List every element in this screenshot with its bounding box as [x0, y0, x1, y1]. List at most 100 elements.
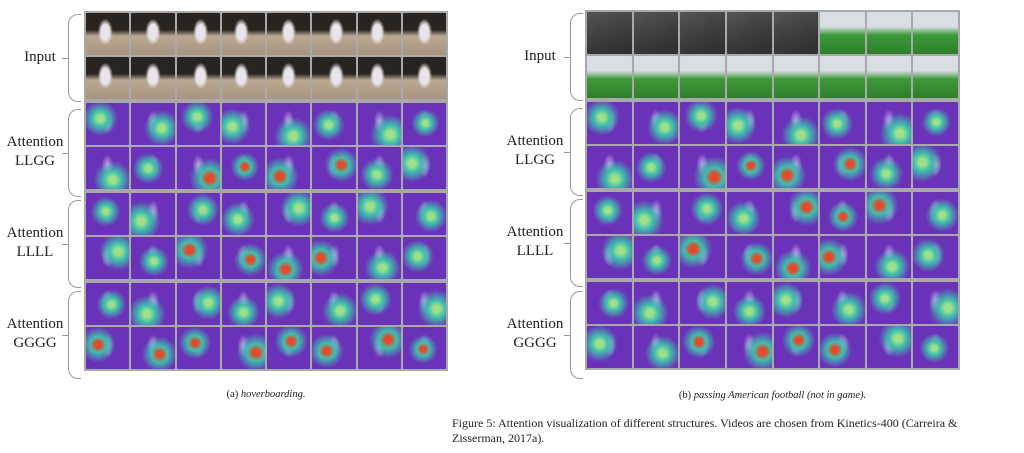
subcaption-title: passing American football (not in game).	[693, 390, 867, 401]
attention-map-frame	[726, 192, 772, 234]
attention-map-frame	[267, 103, 311, 145]
attention-map-frame	[86, 103, 130, 145]
attention-map-frame	[176, 237, 220, 279]
input-frame	[267, 57, 311, 99]
group-attention-llll	[86, 193, 446, 279]
subcaption-prefix: (b)	[678, 390, 692, 401]
input-frame	[131, 57, 175, 99]
input-frame	[131, 13, 175, 55]
attention-map-frame	[267, 237, 311, 279]
attention-map-frame	[820, 146, 865, 188]
group-brace	[564, 199, 583, 287]
input-frame	[357, 57, 401, 99]
group-brace	[62, 200, 81, 288]
attention-map-frame	[357, 327, 401, 369]
attention-map-frame	[820, 102, 865, 144]
attention-map-frame	[587, 192, 632, 234]
attention-map-frame	[402, 103, 446, 145]
group-attention-gggg	[587, 282, 958, 368]
attention-map-frame	[773, 326, 819, 368]
input-frame	[633, 12, 679, 54]
attention-map-frame	[680, 102, 725, 144]
attention-map-frame	[587, 102, 632, 144]
attention-map-frame	[267, 283, 311, 325]
attention-map-frame	[726, 102, 772, 144]
attention-map-frame	[312, 147, 356, 189]
group-brace	[62, 14, 81, 102]
row-label: Input	[24, 48, 56, 65]
attention-map-frame	[357, 103, 401, 145]
attention-map-frame	[176, 147, 220, 189]
input-frame	[312, 13, 356, 55]
attention-map-frame	[176, 193, 220, 235]
attention-map-frame	[913, 192, 958, 234]
attention-map-frame	[267, 147, 311, 189]
group-attention-llll	[587, 192, 958, 278]
attention-map-frame	[131, 147, 175, 189]
attention-map-frame	[267, 193, 311, 235]
attention-map-frame	[312, 103, 356, 145]
figure-caption: Figure 5: Attention visualization of dif…	[452, 416, 958, 445]
attention-map-frame	[402, 193, 446, 235]
attention-map-frame	[913, 236, 958, 278]
input-frame	[866, 12, 912, 54]
attention-map-frame	[86, 237, 130, 279]
input-frame	[357, 13, 401, 55]
attention-map-frame	[587, 282, 632, 324]
attention-map-frame	[131, 283, 175, 325]
attention-map-frame	[773, 282, 819, 324]
attention-map-frame	[913, 102, 958, 144]
group-brace	[564, 13, 583, 101]
row-label: Attention LLLL	[506, 224, 564, 259]
group-attention-llgg	[587, 102, 958, 188]
attention-map-frame	[633, 192, 679, 234]
attention-map-frame	[131, 103, 175, 145]
input-frame	[221, 13, 265, 55]
attention-map-frame	[866, 326, 912, 368]
input-frame	[726, 12, 772, 54]
input-frame	[221, 57, 265, 99]
input-frame	[820, 12, 865, 54]
input-frame	[312, 57, 356, 99]
input-frame	[866, 56, 912, 98]
attention-map-frame	[86, 193, 130, 235]
group-brace	[62, 109, 81, 197]
input-frame	[86, 13, 130, 55]
group-input	[86, 13, 446, 99]
input-frame	[176, 57, 220, 99]
subcaption-title: hoverboarding.	[240, 389, 306, 400]
attention-map-frame	[866, 146, 912, 188]
attention-map-frame	[773, 102, 819, 144]
attention-map-frame	[176, 327, 220, 369]
attention-map-frame	[680, 146, 725, 188]
attention-map-frame	[866, 236, 912, 278]
attention-map-frame	[176, 283, 220, 325]
attention-map-frame	[913, 146, 958, 188]
input-frame	[402, 57, 446, 99]
row-label: Input	[524, 47, 556, 64]
group-attention-llgg	[86, 103, 446, 189]
attention-map-frame	[86, 283, 130, 325]
attention-map-frame	[633, 146, 679, 188]
attention-map-frame	[866, 102, 912, 144]
group-brace	[564, 291, 583, 379]
input-frame	[587, 56, 632, 98]
attention-map-frame	[312, 237, 356, 279]
attention-map-frame	[357, 283, 401, 325]
attention-map-frame	[131, 327, 175, 369]
row-label: Attention LLGG	[6, 134, 64, 169]
attention-map-frame	[820, 282, 865, 324]
attention-map-frame	[633, 326, 679, 368]
attention-map-frame	[176, 103, 220, 145]
attention-map-frame	[312, 327, 356, 369]
row-label: Attention LLLL	[6, 225, 64, 260]
attention-map-frame	[726, 282, 772, 324]
input-frame	[176, 13, 220, 55]
input-frame	[820, 56, 865, 98]
attention-map-frame	[726, 146, 772, 188]
attention-map-frame	[86, 327, 130, 369]
subcaption-b: (b) passing American football (not in ga…	[585, 390, 960, 401]
attention-map-frame	[267, 327, 311, 369]
attention-map-frame	[221, 283, 265, 325]
attention-map-frame	[312, 283, 356, 325]
